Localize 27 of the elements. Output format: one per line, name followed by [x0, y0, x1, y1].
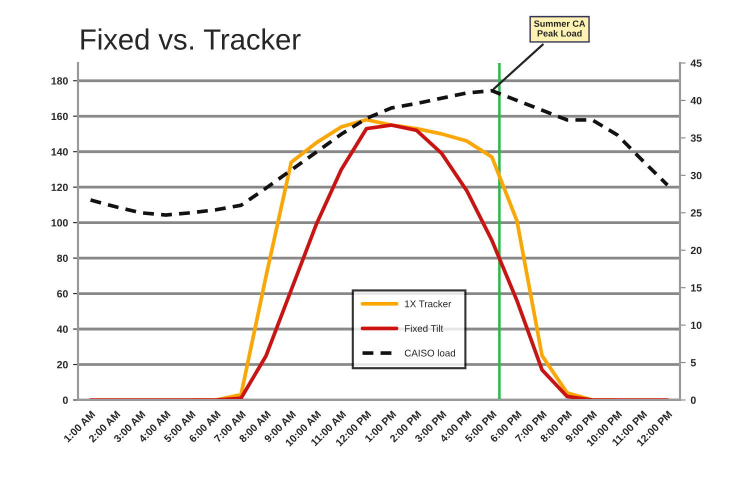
legend-label: Fixed Tilt	[405, 324, 444, 332]
y2-tick-label: 5	[690, 359, 696, 366]
y-tick-label: 120	[52, 184, 68, 192]
y2-tick-label: 10	[691, 322, 702, 329]
legend-label: CAISO load	[404, 349, 456, 357]
y2-tick-label: 45	[690, 60, 702, 67]
y-tick-label: 160	[52, 112, 68, 120]
legend-label: 1X Tracker	[405, 300, 452, 308]
y2-tick-label: 35	[690, 134, 702, 142]
y-tick-label: 40	[56, 326, 68, 333]
y2-tick-label: 15	[691, 284, 702, 292]
chart-title: Fixed vs. Tracker	[81, 28, 301, 50]
y-tick-label: 180	[52, 77, 68, 85]
y-tick-label: 0	[62, 396, 68, 404]
line-series	[88, 123, 670, 400]
y2-tick-label: 20	[690, 246, 702, 254]
y2-tick-label: 25	[690, 209, 702, 217]
y-tick-label: 20	[57, 361, 68, 368]
y-tick-label: 140	[52, 148, 68, 156]
y-tick-label: 100	[52, 219, 68, 227]
y2-tick-label: 0	[690, 396, 696, 404]
annotation: Summer CA Peak Load	[534, 20, 586, 37]
y-tick-label: 60	[57, 290, 68, 298]
y2-tick-label: 40	[690, 96, 702, 104]
line-series	[88, 88, 670, 217]
y2-tick-label: 30	[690, 172, 702, 180]
y-tick-label: 80	[57, 254, 68, 262]
